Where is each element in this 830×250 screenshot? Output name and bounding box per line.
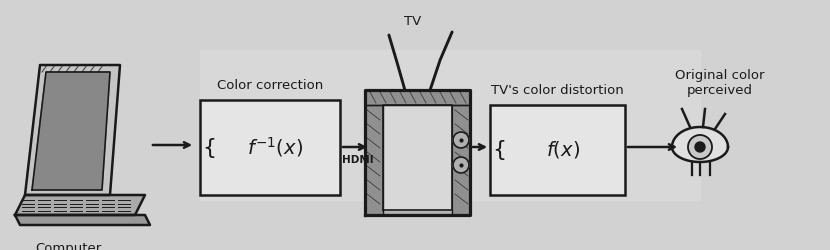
Polygon shape (365, 90, 470, 105)
Bar (200, 100, 340, 195)
Polygon shape (452, 105, 470, 215)
Circle shape (453, 132, 469, 148)
Polygon shape (672, 127, 728, 162)
Circle shape (695, 142, 705, 152)
Text: Original color
perceived: Original color perceived (676, 69, 764, 97)
Text: Color correction: Color correction (217, 79, 323, 92)
Text: $f^{-1}(x)$: $f^{-1}(x)$ (247, 136, 303, 160)
Polygon shape (15, 215, 150, 225)
Polygon shape (32, 72, 110, 190)
Text: $\{$: $\{$ (492, 138, 505, 162)
Polygon shape (365, 105, 383, 215)
Text: TV: TV (403, 15, 421, 28)
Polygon shape (365, 90, 470, 215)
Text: $f(x)$: $f(x)$ (545, 140, 579, 160)
Bar (200, 50, 700, 200)
Polygon shape (25, 65, 120, 195)
Text: TV's color distortion: TV's color distortion (491, 84, 624, 97)
Circle shape (453, 157, 469, 173)
Text: HDMI: HDMI (342, 155, 374, 165)
Text: Computer: Computer (35, 242, 101, 250)
Circle shape (688, 135, 712, 159)
Text: $\{$: $\{$ (202, 136, 215, 160)
Polygon shape (15, 195, 145, 215)
Bar (490, 105, 625, 195)
Polygon shape (383, 105, 452, 210)
